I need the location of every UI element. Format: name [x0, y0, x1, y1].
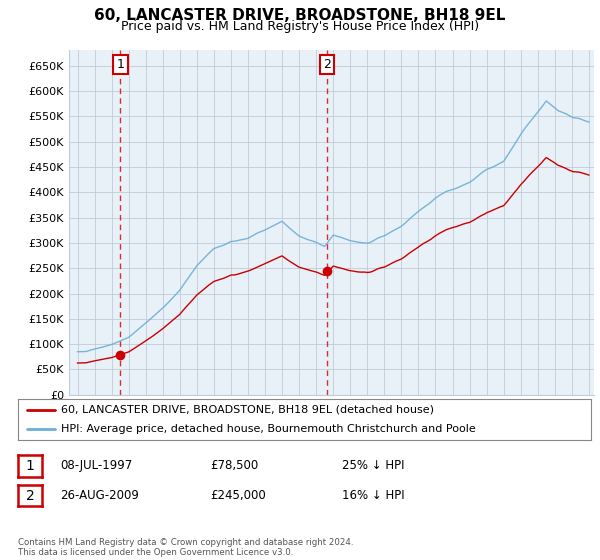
Text: 08-JUL-1997: 08-JUL-1997 [60, 459, 132, 473]
Text: 26-AUG-2009: 26-AUG-2009 [60, 489, 139, 502]
Text: £245,000: £245,000 [210, 489, 266, 502]
Text: 2: 2 [323, 58, 331, 71]
Text: HPI: Average price, detached house, Bournemouth Christchurch and Poole: HPI: Average price, detached house, Bour… [61, 424, 476, 434]
Text: 1: 1 [116, 58, 124, 71]
Text: 2: 2 [26, 488, 34, 503]
Text: 25% ↓ HPI: 25% ↓ HPI [342, 459, 404, 473]
Text: 16% ↓ HPI: 16% ↓ HPI [342, 489, 404, 502]
Text: 60, LANCASTER DRIVE, BROADSTONE, BH18 9EL (detached house): 60, LANCASTER DRIVE, BROADSTONE, BH18 9E… [61, 405, 434, 415]
Text: Contains HM Land Registry data © Crown copyright and database right 2024.
This d: Contains HM Land Registry data © Crown c… [18, 538, 353, 557]
Text: Price paid vs. HM Land Registry's House Price Index (HPI): Price paid vs. HM Land Registry's House … [121, 20, 479, 33]
Text: 1: 1 [26, 459, 34, 473]
Text: 60, LANCASTER DRIVE, BROADSTONE, BH18 9EL: 60, LANCASTER DRIVE, BROADSTONE, BH18 9E… [94, 8, 506, 24]
Text: £78,500: £78,500 [210, 459, 258, 473]
